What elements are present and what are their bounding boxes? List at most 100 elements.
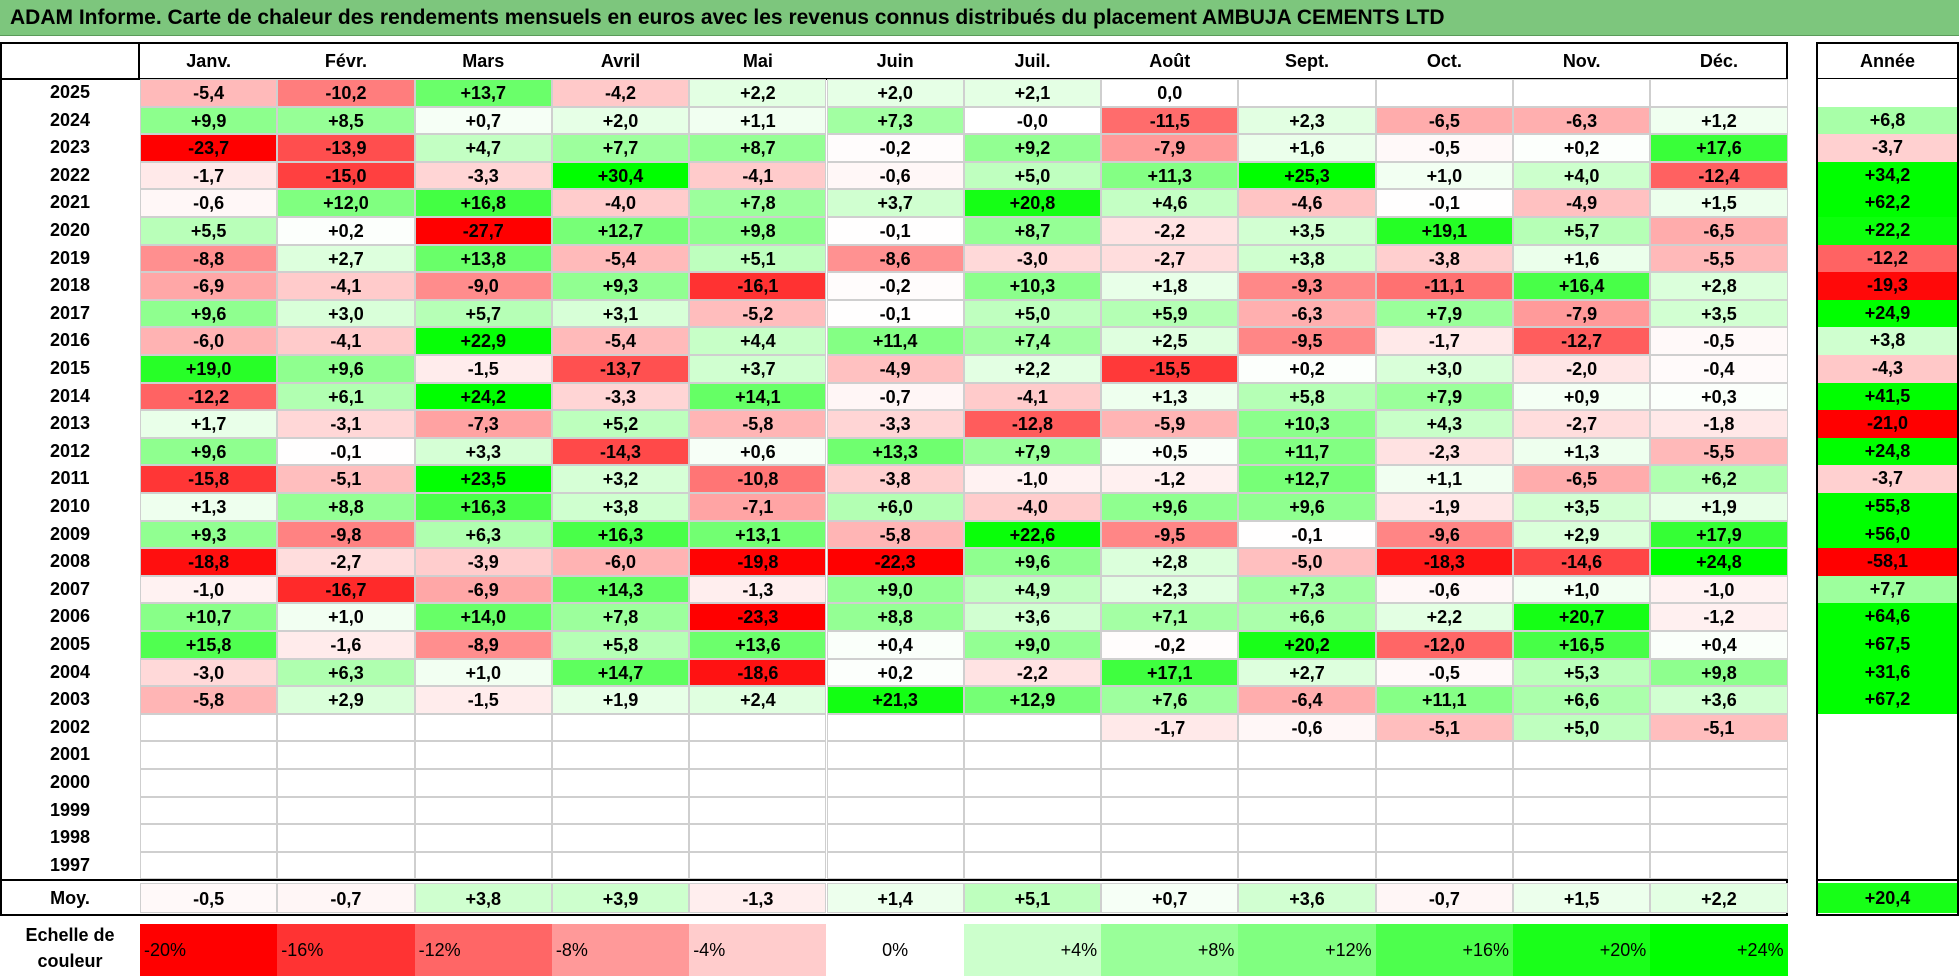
heatmap-cell: +9,6: [963, 548, 1102, 576]
heatmap-cell: +2,4: [689, 686, 827, 714]
heatmap-cell: +3,5: [1238, 217, 1376, 245]
heatmap-cell: -1,5: [414, 355, 552, 383]
year-label: 2010: [49, 496, 91, 516]
heatmap-cell: [963, 769, 1102, 797]
heatmap-cell: [963, 741, 1102, 769]
heatmap-cell: [963, 796, 1102, 825]
annual-average-divider: [1816, 879, 1959, 881]
heatmap-cell: +7,3: [1238, 575, 1376, 604]
heatmap-cell: -9,5: [1101, 520, 1239, 549]
heatmap-cell: [140, 741, 278, 769]
heatmap-cell: +13,3: [826, 437, 964, 466]
heatmap-cell: +5,8: [551, 631, 690, 659]
heatmap-cell: +5,0: [963, 299, 1102, 328]
heatmap-cell: +2,2: [1375, 603, 1513, 631]
annual-cell: +6,8: [1818, 106, 1957, 135]
heatmap-cell: +8,5: [277, 106, 415, 135]
heatmap-cell: +20,2: [1238, 631, 1376, 659]
heatmap-cell: +16,8: [414, 189, 552, 217]
heatmap-cell: -1,7: [1101, 713, 1239, 742]
annual-cell: -3,7: [1818, 465, 1957, 493]
heatmap-cell: [140, 713, 278, 742]
heatmap-cell: +20,7: [1513, 603, 1651, 631]
heatmap-cell: +2,1: [963, 79, 1102, 107]
heatmap-cell: +7,8: [551, 603, 690, 631]
heatmap-cell: -6,9: [414, 575, 552, 604]
heatmap-cell: -3,9: [414, 548, 552, 576]
chart-title: ADAM Informe. Carte de chaleur des rende…: [0, 0, 1959, 36]
heatmap-cell: [1375, 741, 1513, 769]
heatmap-cell: +6,2: [1650, 465, 1788, 493]
heatmap-cell: +1,1: [1375, 465, 1513, 493]
heatmap-cell: +16,5: [1513, 631, 1651, 659]
heatmap-cell: -1,7: [140, 161, 278, 190]
heatmap-cell: +10,7: [140, 603, 278, 631]
heatmap-cell: -22,3: [826, 548, 964, 576]
heatmap-cell: +8,8: [277, 493, 415, 521]
heatmap-cell: +14,7: [551, 658, 690, 687]
heatmap-cell: [689, 851, 827, 880]
heatmap-cell: +3,8: [551, 493, 690, 521]
month-header: Janv.: [186, 51, 231, 71]
annual-cell: -21,0: [1818, 410, 1957, 438]
heatmap-cell: -0,5: [1650, 327, 1788, 355]
heatmap-cell: -16,1: [689, 272, 827, 300]
heatmap-cell: [1513, 851, 1651, 880]
annual-cell: +55,8: [1818, 493, 1957, 521]
heatmap-cell: [689, 713, 827, 742]
month-header: Avril: [600, 51, 641, 71]
heatmap-cell: -0,0: [963, 106, 1102, 135]
heatmap-cell: +17,6: [1650, 134, 1788, 162]
heatmap-cell: +5,7: [1513, 217, 1651, 245]
heatmap-cell: +1,6: [1238, 134, 1376, 162]
annual-cell: +24,9: [1818, 299, 1957, 328]
heatmap-cell: [689, 824, 827, 852]
heatmap-cell: +5,8: [1238, 382, 1376, 411]
heatmap-cell: +2,0: [826, 79, 964, 107]
heatmap-cell: [1513, 824, 1651, 852]
heatmap-cell: -0,2: [1101, 631, 1239, 659]
annual-cell: -58,1: [1818, 548, 1957, 576]
average-cell: +3,6: [1238, 883, 1376, 913]
year-label: 2022: [49, 164, 91, 185]
heatmap-cell: -1,3: [689, 575, 827, 604]
heatmap-cell: +0,9: [1513, 382, 1651, 411]
heatmap-cell: +11,7: [1238, 437, 1376, 466]
year-label: 2014: [49, 385, 91, 406]
year-label: 2002: [49, 716, 91, 737]
heatmap-cell: -12,8: [963, 410, 1102, 438]
heatmap-cell: +23,5: [414, 465, 552, 493]
heatmap-cell: +3,5: [1513, 493, 1651, 521]
heatmap-cell: +2,3: [1238, 106, 1376, 135]
average-cell: +3,9: [551, 883, 690, 913]
heatmap-cell: -0,6: [140, 189, 278, 217]
year-label: 2025: [49, 82, 91, 102]
heatmap-cell: -5,9: [1101, 410, 1239, 438]
month-header: Août: [1149, 51, 1191, 71]
heatmap-cell: [1513, 79, 1651, 107]
heatmap-cell: -6,0: [140, 327, 278, 355]
heatmap-cell: +7,9: [1375, 382, 1513, 411]
heatmap-cell: +8,7: [689, 134, 827, 162]
heatmap-cell: -15,0: [277, 161, 415, 190]
heatmap-cell: -18,6: [689, 658, 827, 687]
heatmap-cell: +3,1: [551, 299, 690, 328]
heatmap-cell: +19,1: [1375, 217, 1513, 245]
heatmap-cell: [689, 741, 827, 769]
average-cell: -1,3: [689, 883, 827, 913]
heatmap-cell: +9,3: [551, 272, 690, 300]
heatmap-cell: [1375, 824, 1513, 852]
heatmap-cell: -11,5: [1101, 106, 1239, 135]
annual-cell: +62,2: [1818, 189, 1957, 217]
heatmap-cell: +7,1: [1101, 603, 1239, 631]
heatmap-cell: +2,8: [1650, 272, 1788, 300]
heatmap-cell: [1101, 796, 1239, 825]
heatmap-cell: +7,9: [1375, 299, 1513, 328]
annual-cell: [1818, 713, 1957, 742]
average-divider: [0, 879, 1788, 881]
heatmap-cell: [1101, 769, 1239, 797]
month-header: Oct.: [1426, 51, 1462, 71]
year-label: 2007: [49, 578, 91, 599]
year-label: 2005: [49, 634, 91, 654]
heatmap-cell: -23,7: [140, 134, 278, 162]
